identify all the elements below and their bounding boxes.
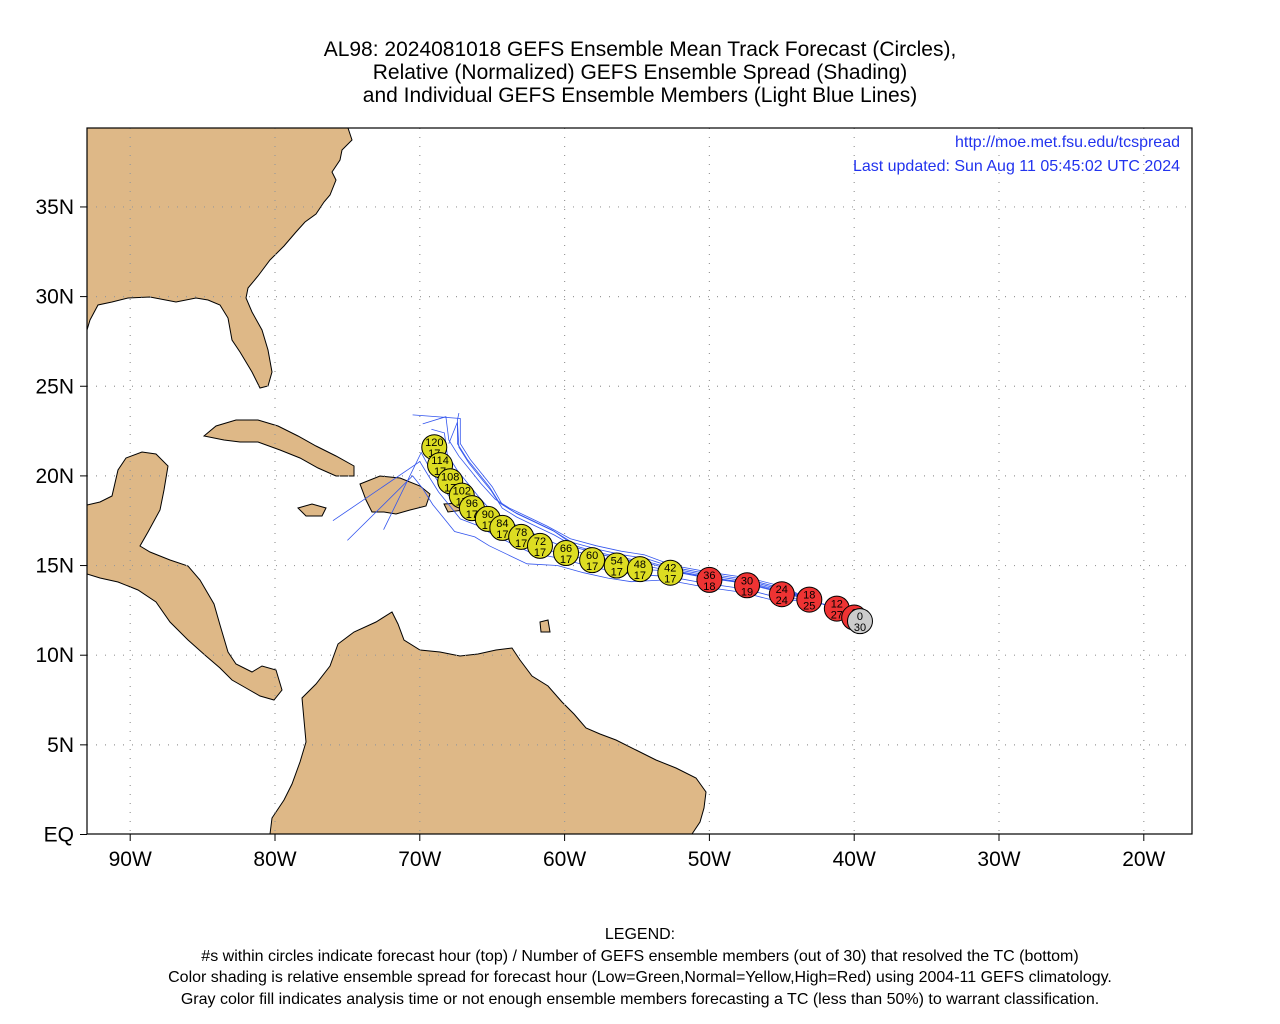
lon-tick-label: 50W (688, 848, 731, 871)
member-count-label: 17 (515, 538, 527, 550)
lat-tick-label: 15N (35, 555, 74, 578)
member-count-label: 18 (703, 581, 715, 593)
legend-line-1: #s within circles indicate forecast hour… (0, 946, 1280, 968)
lon-tick-label: 80W (253, 848, 296, 871)
lat-tick-label: 35N (35, 196, 74, 219)
lon-tick-label: 40W (833, 848, 876, 871)
member-count-label: 19 (741, 586, 753, 598)
member-count-label: 24 (776, 595, 788, 607)
member-count-label: 17 (534, 547, 546, 559)
member-count-label: 27 (831, 610, 843, 622)
jamaica-island (298, 504, 326, 516)
lat-tick-label: 30N (35, 286, 74, 309)
land-layer (87, 128, 706, 834)
lon-tick-label: 90W (109, 848, 152, 871)
lon-tick-label: 70W (398, 848, 441, 871)
legend-line-2: Color shading is relative ensemble sprea… (0, 967, 1280, 989)
member-count-label: 30 (854, 622, 866, 634)
member-count-label: 17 (664, 574, 676, 586)
mean-track: 1201711417108171021796179017841778177217… (422, 435, 873, 634)
lat-tick-label: 5N (47, 734, 74, 757)
lon-tick-label: 20W (1122, 848, 1165, 871)
ensemble-member-track (457, 413, 860, 621)
last-updated: Last updated: Sun Aug 11 05:45:02 UTC 20… (853, 158, 1180, 175)
longitude-axis: 90W 80W 70W 60W 50W 40W 30W 20W (109, 834, 1166, 871)
lon-tick-label: 30W (977, 848, 1020, 871)
trinidad-island (540, 620, 550, 632)
lon-tick-label: 60W (543, 848, 586, 871)
lat-tick-label: 10N (35, 644, 74, 667)
cuba-island (204, 420, 354, 476)
member-count-label: 17 (496, 529, 508, 541)
north-america-landmass (87, 128, 352, 388)
member-count-label: 17 (634, 570, 646, 582)
legend-heading: LEGEND: (0, 924, 1280, 946)
member-count-label: 25 (803, 601, 815, 613)
lat-tick-label: 20N (35, 465, 74, 488)
legend-line-3: Gray color fill indicates analysis time … (0, 989, 1280, 1011)
south-america-landmass (270, 612, 706, 834)
source-url[interactable]: http://moe.met.fsu.edu/tcspread (955, 134, 1180, 151)
legend: LEGEND: #s within circles indicate forec… (0, 924, 1280, 1010)
member-count-label: 17 (611, 567, 623, 579)
member-count-label: 17 (586, 561, 598, 573)
lat-tick-label: EQ (44, 824, 74, 847)
member-count-label: 17 (560, 554, 572, 566)
track-point: 030 (847, 609, 872, 635)
latitude-axis: 35N 30N 25N 20N 15N 10N 5N EQ (35, 196, 87, 847)
lat-tick-label: 25N (35, 375, 74, 398)
central-america-landmass (87, 452, 282, 700)
